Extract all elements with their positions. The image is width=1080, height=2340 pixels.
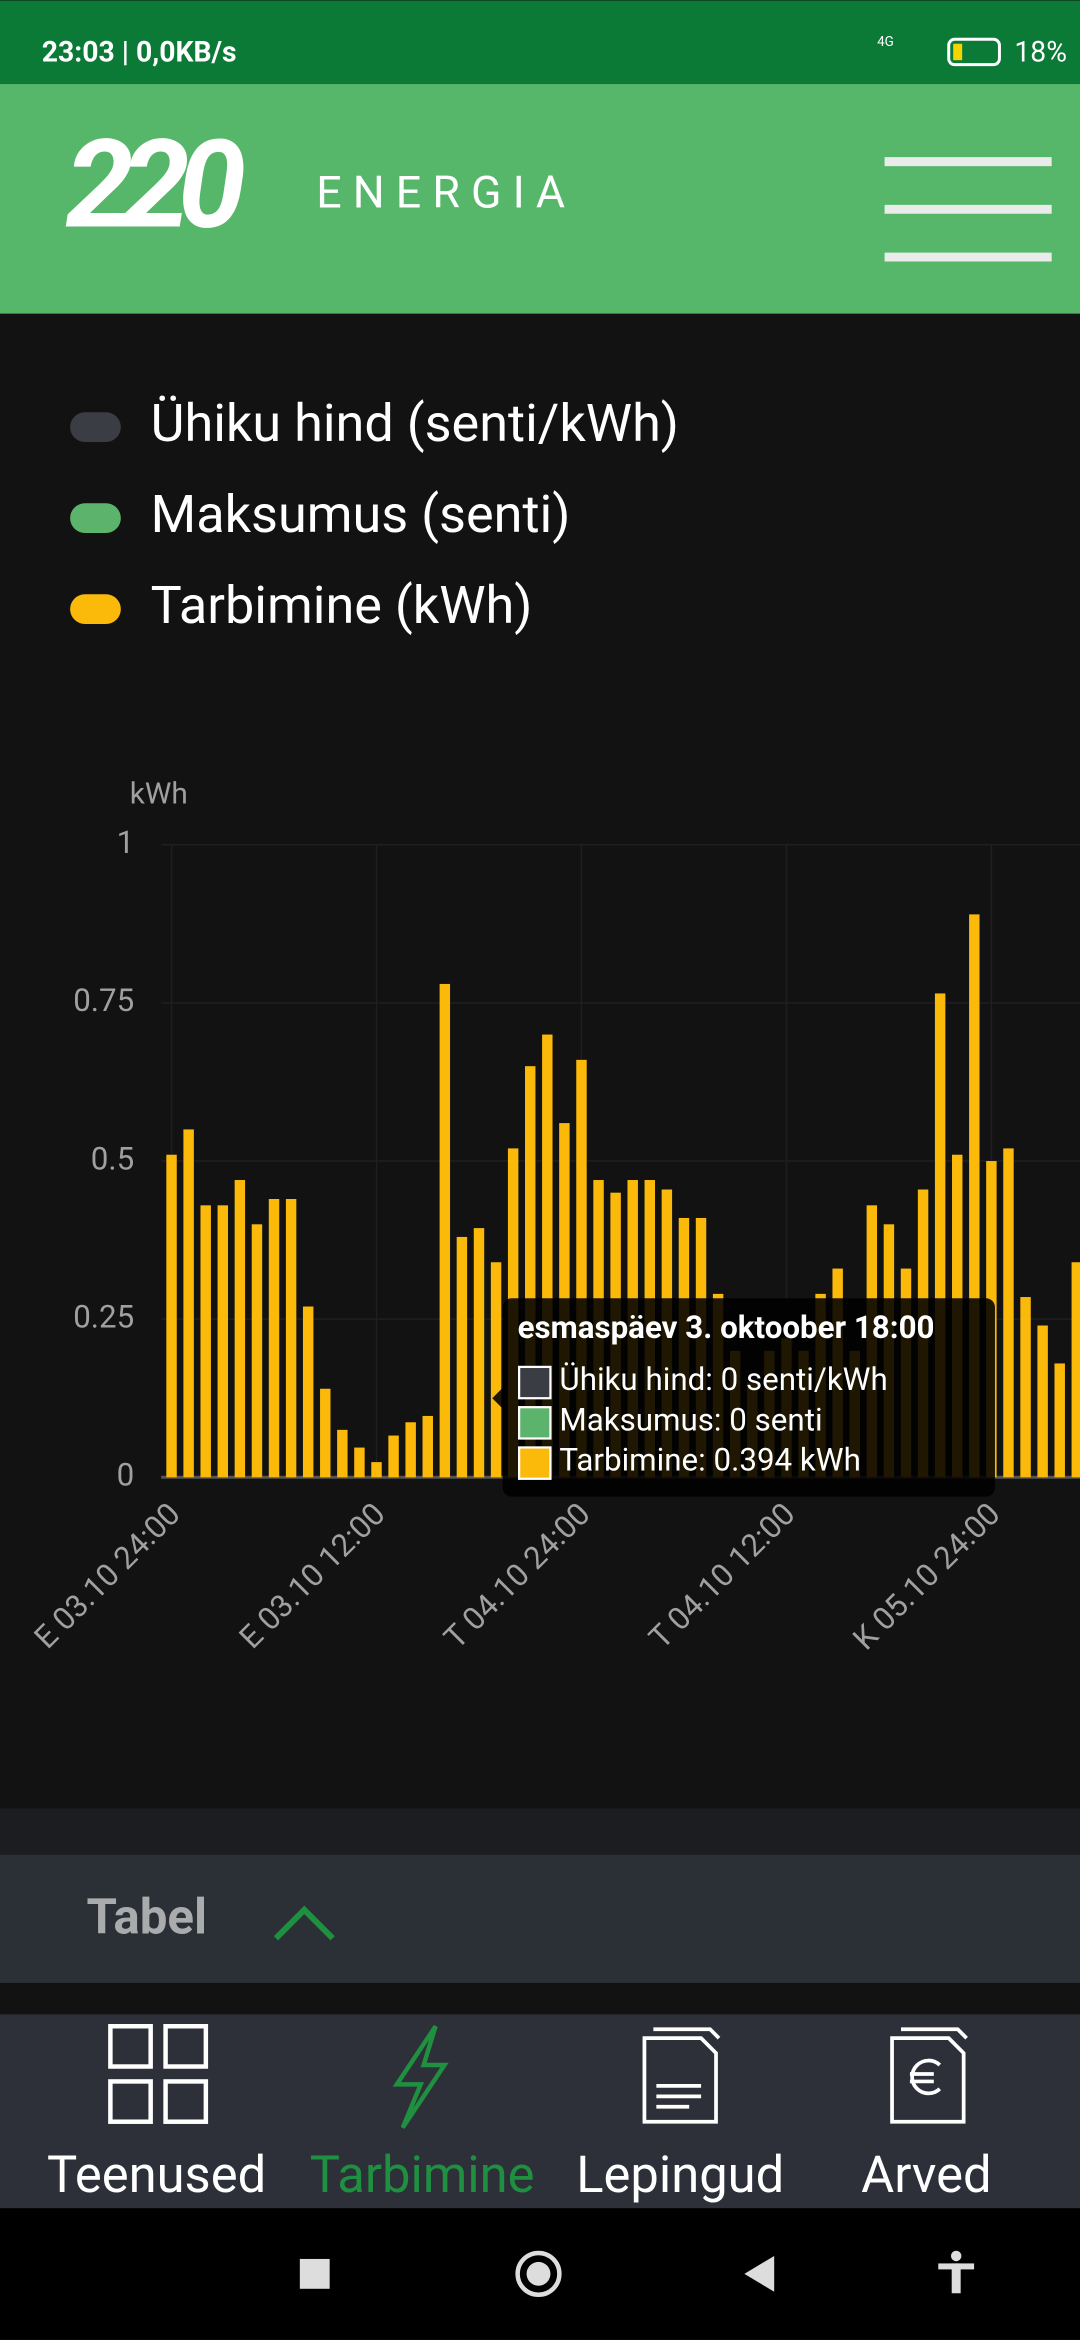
back-button[interactable] xyxy=(744,2255,775,2292)
bar xyxy=(525,1066,536,1478)
y-tick-label: 0.5 xyxy=(91,1140,134,1177)
legend-label: Tarbimine (kWh) xyxy=(151,575,533,636)
bar xyxy=(405,1422,416,1478)
chart-panel xyxy=(0,313,1080,1809)
tooltip-swatch xyxy=(517,1406,552,1440)
home-button[interactable] xyxy=(515,2250,562,2297)
icon-contracts xyxy=(642,2027,721,2124)
battery-level xyxy=(953,43,963,61)
legend-label: Ühiku hind (senti/kWh) xyxy=(151,393,679,454)
bottom-nav xyxy=(0,2014,1080,2209)
battery-text: 18% xyxy=(1014,36,1067,69)
bar xyxy=(490,1262,502,1478)
home-dot xyxy=(526,2261,551,2286)
header xyxy=(0,84,1080,314)
icon-invoices xyxy=(890,2027,968,2124)
brand-name: E N E R G I A xyxy=(316,166,565,219)
spacer xyxy=(0,1982,1080,2015)
nav-label[interactable]: Tarbimine xyxy=(310,2146,535,2205)
legend-swatch xyxy=(70,594,121,625)
menu-button[interactable] xyxy=(884,157,1052,262)
chevron-up xyxy=(273,1905,335,1941)
bar xyxy=(934,993,946,1478)
bar xyxy=(456,1236,468,1478)
tooltip-title: esmaspäev 3. oktoober 18:00 xyxy=(518,1309,935,1346)
legend-label: Maksumus (senti) xyxy=(151,484,571,545)
bar xyxy=(354,1447,365,1478)
bar xyxy=(302,1306,314,1478)
bar xyxy=(576,1059,587,1478)
bar xyxy=(1020,1297,1031,1478)
tooltip-row: Ühiku hind: 0 senti/kWh xyxy=(559,1361,887,1398)
nav-label[interactable]: Teenused xyxy=(47,2146,266,2205)
legend-swatch xyxy=(70,503,121,534)
bar xyxy=(200,1205,211,1478)
bar xyxy=(422,1415,433,1478)
icon-services xyxy=(108,2024,209,2124)
bar xyxy=(1071,1262,1080,1478)
y-tick-label: 0 xyxy=(117,1457,135,1494)
logo: 220 xyxy=(66,114,244,257)
icon-consumption xyxy=(392,2025,449,2129)
divider xyxy=(0,1808,1080,1855)
network-type: 4G xyxy=(877,35,894,50)
bar xyxy=(1003,1148,1014,1478)
bar xyxy=(217,1205,229,1478)
bar xyxy=(1037,1325,1048,1478)
table-title: Tabel xyxy=(87,1888,208,1946)
y-tick-label: 0.75 xyxy=(73,982,134,1019)
bar xyxy=(234,1180,246,1478)
bar xyxy=(285,1198,297,1478)
bar xyxy=(251,1224,263,1478)
bar xyxy=(473,1228,485,1478)
bar xyxy=(183,1129,194,1478)
bar xyxy=(268,1198,280,1478)
bar xyxy=(1054,1363,1065,1478)
tooltip-swatch xyxy=(517,1365,552,1400)
status-text: 23:03 | 0,0KB/s xyxy=(42,36,237,69)
y-tick-label: 0.25 xyxy=(73,1298,134,1335)
status-bar xyxy=(0,0,1080,85)
bar xyxy=(320,1388,331,1478)
recents-button[interactable] xyxy=(299,2258,330,2289)
bar xyxy=(542,1034,553,1478)
nav-label[interactable]: Lepingud xyxy=(576,2146,784,2205)
bar xyxy=(969,914,980,1478)
tooltip-row: Tarbimine: 0.394 kWh xyxy=(559,1442,860,1479)
accessibility-button[interactable] xyxy=(938,2250,975,2294)
table-toggle[interactable] xyxy=(0,1854,1080,1983)
bar xyxy=(388,1435,399,1478)
tooltip-swatch xyxy=(517,1446,552,1480)
bar xyxy=(166,1154,177,1478)
tooltip-box xyxy=(502,1298,995,1497)
legend-swatch xyxy=(70,412,121,443)
y-axis-title: kWh xyxy=(130,776,188,811)
tooltip-pointer xyxy=(492,1386,505,1411)
bar xyxy=(337,1429,348,1478)
bar xyxy=(371,1462,382,1478)
battery-icon xyxy=(947,37,1001,67)
tooltip: esmaspäev 3. oktoober 18:00 Ühiku hind: 0… xyxy=(492,1298,995,1497)
bar xyxy=(439,983,451,1478)
y-tick-label: 1 xyxy=(117,824,135,861)
tooltip-row: Maksumus: 0 senti xyxy=(559,1401,822,1438)
nav-label[interactable]: Arved xyxy=(861,2146,991,2205)
